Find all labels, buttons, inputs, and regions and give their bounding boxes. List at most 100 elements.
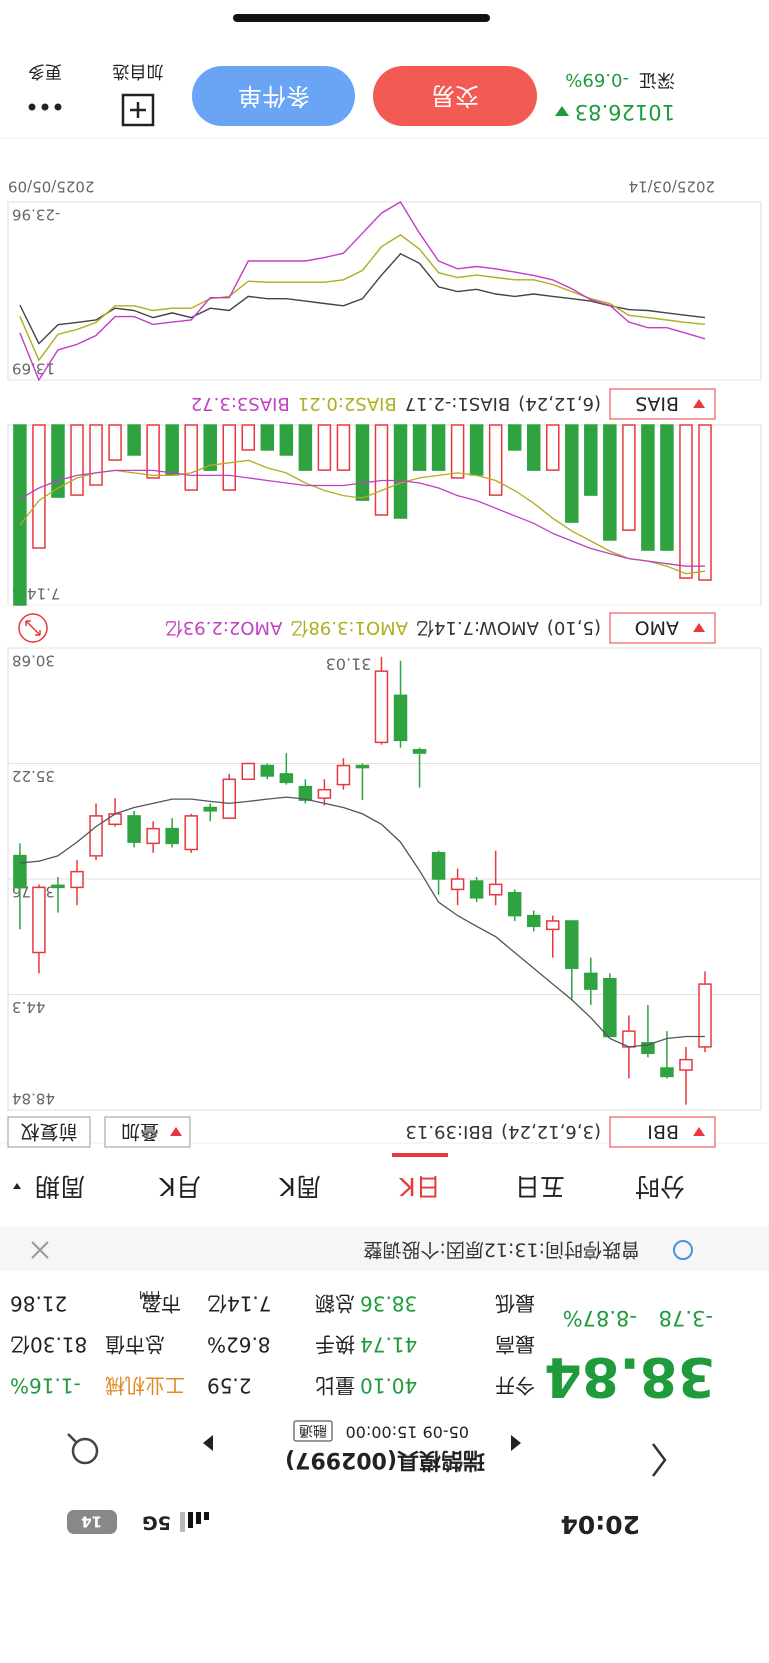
field-label: 总市值	[105, 1333, 165, 1357]
battery	[67, 1510, 117, 1534]
home-indicator	[233, 14, 490, 22]
y-tick-label: 13.69	[12, 360, 55, 378]
expand-icon	[25, 620, 41, 636]
volume-bar	[450, 424, 465, 479]
indicator-name: AMO	[635, 617, 679, 639]
tab[interactable]: 周期	[35, 1172, 85, 1201]
volume-bar	[565, 424, 579, 523]
next-stock[interactable]	[203, 1435, 213, 1451]
condition-button[interactable]	[192, 66, 355, 126]
volume-bar	[165, 424, 179, 476]
candle-body	[279, 773, 294, 784]
field-label: 今开	[495, 1374, 535, 1398]
volume-bar	[488, 424, 503, 496]
field-value: 81.30亿	[10, 1333, 87, 1357]
candle-body	[222, 778, 236, 819]
indicator-readout: (6,12,24) BIAS1:-2.17 BIAS2:0.21 BIAS3:3.72	[191, 393, 601, 414]
candle-body	[108, 813, 122, 826]
index-arrow	[555, 106, 569, 116]
candle-body	[603, 977, 617, 1038]
volume-bar	[679, 424, 693, 579]
volume-bar	[13, 424, 27, 606]
indicator-params: (5,10)	[547, 617, 601, 638]
volume-bar	[412, 424, 427, 471]
volume-bar	[641, 424, 655, 551]
candle-body	[127, 815, 141, 843]
volume-bar	[203, 424, 217, 471]
candle-body	[317, 788, 332, 799]
search-handle	[67, 1433, 77, 1443]
volume-bar	[241, 424, 256, 451]
readout: AMO2:2.93亿	[165, 617, 283, 638]
volume-bar	[70, 424, 84, 496]
watch-plus	[130, 102, 146, 118]
tab[interactable]: 五日	[515, 1172, 565, 1201]
network: 5G	[142, 1512, 171, 1534]
signal-bar	[196, 1512, 201, 1524]
candle-body	[641, 1042, 655, 1055]
field-label: 总额	[315, 1292, 355, 1316]
field-sub: TTM	[139, 1288, 163, 1301]
watch-icon[interactable]	[121, 93, 155, 127]
candle-body	[679, 1058, 693, 1071]
more-icon[interactable]	[28, 103, 62, 111]
tab-underline	[392, 1153, 448, 1157]
candle-body	[660, 1067, 674, 1078]
tab[interactable]: 月K	[159, 1172, 201, 1201]
readout: BIAS1:-2.17	[405, 393, 511, 414]
volume-bar	[89, 424, 103, 486]
volume-bar	[469, 424, 484, 476]
indicator-readout: (5,10) AMOW:7.14亿 AMO1:3.98亿 AMO2:2.93亿	[165, 617, 601, 638]
y-tick-label: 48.84	[12, 1090, 55, 1108]
indicator-caret	[693, 1127, 705, 1136]
option-box[interactable]	[7, 1116, 91, 1148]
tab[interactable]: 周K	[279, 1172, 321, 1201]
notice-text[interactable]: 曾跌停时间:13:12原因:个股调整	[363, 1239, 640, 1261]
readout: BIAS2:0.21	[298, 393, 397, 414]
tab[interactable]: 分时	[635, 1172, 685, 1201]
indicator-caret	[693, 623, 705, 632]
volume-bar	[546, 424, 560, 471]
condition-label: 条件单	[238, 82, 310, 110]
volume-bar	[279, 424, 294, 456]
tab[interactable]: 日K	[399, 1172, 441, 1201]
candle-body	[51, 884, 65, 889]
candle-body	[450, 878, 465, 891]
volume-bar	[603, 424, 617, 541]
badge-box	[293, 1420, 333, 1442]
indicator-name: BBI	[647, 1121, 679, 1143]
field-label: 换手	[315, 1333, 355, 1357]
readout: AMO1:3.98亿	[290, 617, 408, 638]
dot	[28, 103, 36, 111]
chart-frame	[7, 201, 762, 381]
field-value: 38.36	[360, 1292, 417, 1316]
back-button[interactable]	[652, 1443, 667, 1477]
search[interactable]	[71, 1437, 99, 1465]
option-caret	[170, 1127, 182, 1136]
candle-body	[374, 670, 389, 744]
change-pct: -8.87%	[563, 1306, 637, 1330]
watch-label: 加自选	[113, 61, 164, 81]
date-label: 2025/03/14	[629, 178, 715, 196]
change: -3.78	[659, 1306, 713, 1330]
candle-body	[507, 891, 522, 917]
expand-button[interactable]	[18, 613, 48, 643]
close-notice[interactable]	[31, 1241, 49, 1259]
y-tick-label: 35.22	[12, 767, 55, 785]
quote-time: 05-09 15:00:00	[346, 1423, 469, 1442]
trade-button[interactable]	[373, 66, 537, 126]
index-change: -0.69%	[565, 69, 629, 90]
tab-caret	[13, 1183, 21, 1189]
option-label: 前复权	[20, 1121, 77, 1143]
notice-icon	[673, 1240, 693, 1260]
field-label: 工业机械	[105, 1374, 185, 1398]
candle-body	[184, 815, 198, 851]
candle-body	[565, 920, 579, 970]
prev-stock[interactable]	[511, 1435, 521, 1451]
dot	[41, 103, 49, 111]
readout: AMOW:7.14亿	[416, 617, 539, 638]
stock-title: 瑞鹄模具(002997)	[285, 1447, 485, 1473]
signal-bar	[204, 1512, 209, 1520]
